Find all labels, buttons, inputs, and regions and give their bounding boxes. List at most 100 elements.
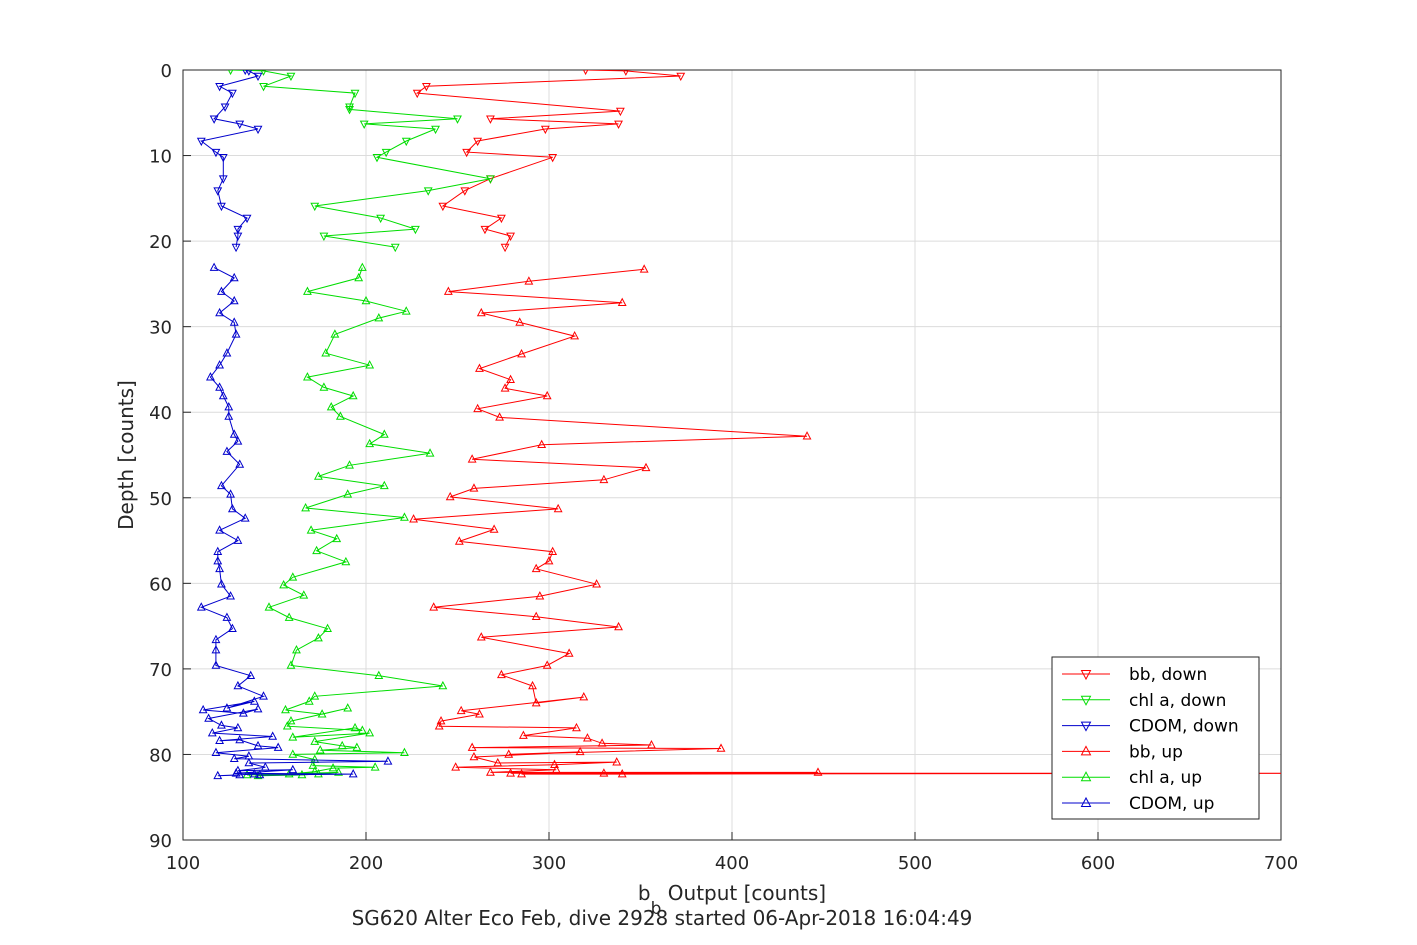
- data-point: [213, 556, 223, 565]
- legend-marker: [1080, 771, 1092, 782]
- legend-label: CDOM, down: [1129, 717, 1239, 737]
- data-point: [216, 286, 226, 295]
- data-point: [379, 429, 389, 438]
- data-point: [218, 390, 228, 400]
- data-point: [473, 403, 483, 413]
- data-point: [460, 187, 470, 196]
- data-point: [1298, 769, 1305, 776]
- data-point: [334, 767, 343, 776]
- data-point: [486, 767, 495, 776]
- data-point: [548, 546, 558, 555]
- data-point: [495, 412, 505, 421]
- series-4: [242, 262, 448, 780]
- data-point: [443, 286, 453, 295]
- data-point: [222, 446, 232, 455]
- data-point: [345, 460, 354, 469]
- data-point: [260, 70, 267, 76]
- data-point: [570, 331, 580, 340]
- y-tick-label: 30: [149, 318, 172, 339]
- data-point: [496, 669, 506, 679]
- data-point: [381, 148, 391, 158]
- data-point: [615, 107, 625, 117]
- data-point: [399, 512, 409, 521]
- data-point: [370, 762, 380, 771]
- series-1: [227, 70, 495, 253]
- data-point: [357, 725, 367, 734]
- data-point: [438, 680, 448, 690]
- data-point: [429, 602, 439, 611]
- data-point: [235, 459, 245, 468]
- data-point: [328, 763, 338, 772]
- data-point: [215, 82, 225, 92]
- data-point: [231, 329, 241, 338]
- data-point: [531, 611, 541, 620]
- legend-label: bb, up: [1129, 742, 1183, 762]
- data-point: [401, 306, 411, 315]
- data-point: [246, 670, 256, 680]
- data-point: [233, 535, 243, 544]
- data-point: [260, 762, 270, 771]
- data-point: [531, 698, 541, 707]
- data-point: [345, 106, 354, 115]
- data-point: [575, 746, 585, 756]
- data-point: [315, 745, 325, 754]
- data-point: [206, 372, 215, 381]
- x-tick-label: 100: [166, 853, 200, 874]
- legend-marker: [1080, 695, 1092, 706]
- data-point: [617, 297, 627, 307]
- data-point: [401, 137, 411, 147]
- legend-marker: [1080, 796, 1092, 807]
- x-tick-label: 200: [349, 853, 383, 874]
- data-point: [245, 70, 253, 76]
- data-point: [216, 202, 226, 212]
- data-point: [475, 363, 484, 372]
- data-point: [238, 708, 248, 717]
- data-point: [434, 721, 444, 730]
- data-point: [802, 431, 812, 440]
- data-point: [486, 115, 495, 124]
- data-point: [259, 82, 268, 92]
- y-tick-labels: 0 10 20 30 40 50 60 70 80 90: [149, 61, 172, 852]
- data-point: [550, 759, 559, 769]
- data-point: [343, 489, 353, 498]
- data-point: [813, 767, 823, 776]
- data-point: [614, 621, 623, 631]
- data-point: [506, 232, 516, 242]
- data-point: [231, 768, 241, 777]
- data-point: [242, 214, 252, 224]
- data-point: [445, 491, 455, 501]
- data-point: [253, 704, 263, 713]
- data-point: [229, 272, 239, 282]
- data-point: [306, 525, 316, 534]
- data-point: [412, 89, 422, 99]
- x-tick-labels: 100 200 300 400 500 600 700: [166, 853, 1298, 874]
- x-axis-label-main: b: [638, 881, 651, 905]
- data-point: [284, 612, 294, 621]
- data-point: [345, 103, 354, 112]
- data-point: [421, 82, 431, 92]
- data-point: [310, 691, 320, 700]
- data-point: [233, 722, 243, 732]
- data-point: [308, 760, 318, 769]
- data-point: [399, 747, 409, 757]
- data-point: [359, 120, 369, 129]
- data-point: [473, 137, 483, 147]
- data-point: [335, 411, 345, 420]
- data-point: [319, 232, 329, 242]
- data-point: [211, 148, 221, 158]
- data-point: [286, 660, 296, 669]
- series-line: [247, 267, 443, 777]
- data-point: [229, 295, 239, 305]
- data-point: [216, 720, 226, 729]
- y-tick-label: 20: [149, 232, 172, 253]
- data-point: [467, 742, 477, 751]
- data-point: [612, 757, 622, 766]
- data-point: [211, 634, 221, 644]
- y-tick-label: 70: [149, 660, 172, 681]
- data-point: [226, 489, 236, 498]
- plot-area: [182, 69, 1282, 841]
- data-point: [383, 756, 393, 765]
- data-point: [579, 692, 589, 701]
- x-axis-label-rest: Output [counts]: [661, 881, 826, 905]
- data-point: [480, 225, 490, 235]
